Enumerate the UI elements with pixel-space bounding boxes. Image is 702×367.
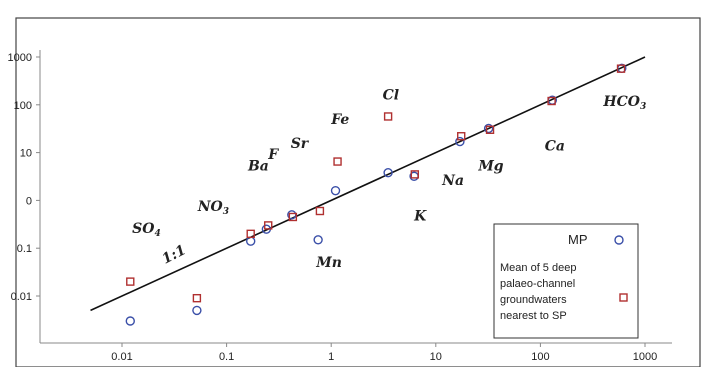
legend-marker-square	[619, 293, 628, 302]
mp-point	[455, 136, 465, 147]
x-tick-label: 100	[531, 351, 549, 363]
ion-label: Ca	[545, 139, 565, 155]
mean-groundwater-point	[383, 112, 393, 121]
mean-groundwater-point	[410, 170, 420, 179]
mean-groundwater-point	[315, 206, 325, 216]
mean-groundwater-point	[333, 157, 342, 166]
ion-label: Cl	[383, 87, 399, 103]
legend-marker-circle	[614, 235, 624, 245]
y-tick-label: 0	[26, 195, 32, 207]
x-tick-label: 0.01	[111, 351, 132, 363]
ion-label: SO4	[132, 221, 161, 239]
ion-label: Fe	[330, 112, 349, 128]
y-tick-label: 10	[20, 148, 32, 160]
mp-point	[383, 167, 393, 178]
y-tick-labels: 0.01 0.1 0 10 100 1000	[8, 52, 40, 303]
ion-label: F	[267, 147, 279, 163]
data-points	[125, 63, 627, 326]
legend-label-mp: MP	[568, 232, 588, 247]
y-tick-label: 0.1	[17, 243, 32, 255]
legend-label-mean: Mean of 5 deep palaeo-channel groundwaters…	[500, 262, 576, 322]
x-tick-label: 1000	[633, 351, 657, 363]
ion-label: Sr	[291, 136, 310, 152]
one-to-one-line	[90, 56, 646, 312]
axes	[39, 50, 672, 344]
ion-label: HCO3	[602, 94, 646, 112]
x-tick-label: 10	[430, 351, 442, 363]
ion-annotations: SO4 NO3 BaF Sr Fe Cl Na Mg Ca HCO3 K Mn	[132, 87, 646, 271]
mean-groundwater-point	[485, 125, 495, 134]
ion-label: K	[413, 208, 427, 224]
y-tick-label: 1000	[8, 52, 32, 64]
mp-point	[330, 185, 341, 196]
mean-groundwater-point	[288, 212, 298, 222]
ion-label: Ba	[247, 159, 269, 175]
mp-point	[483, 123, 494, 134]
ion-label: Mn	[315, 255, 342, 271]
mean-groundwater-point	[246, 229, 255, 239]
x-tick-label: 1	[328, 351, 334, 363]
legend: MP Mean of 5 deep palaeo-channel groundwate…	[493, 223, 639, 339]
mean-groundwater-point	[192, 293, 202, 303]
x-tick-label: 0.1	[219, 351, 234, 363]
mean-groundwater-point	[126, 277, 135, 286]
mean-groundwater-point	[264, 221, 273, 230]
legend-box	[493, 223, 639, 339]
y-tick-label: 0.01	[11, 291, 32, 303]
mean-groundwater-point	[457, 132, 466, 141]
y-tick-label: 100	[14, 100, 32, 112]
mean-groundwater-point	[547, 96, 556, 106]
x-tick-labels: 0.01 0.1 1 10 100 1000	[111, 343, 657, 363]
ion-label: Mg	[477, 159, 503, 175]
mp-point	[192, 305, 202, 316]
mp-point	[313, 235, 323, 245]
mp-point	[125, 316, 135, 326]
ion-label: NO3	[197, 199, 229, 217]
ion-label: Na	[441, 173, 464, 189]
mean-groundwater-point	[616, 64, 626, 73]
